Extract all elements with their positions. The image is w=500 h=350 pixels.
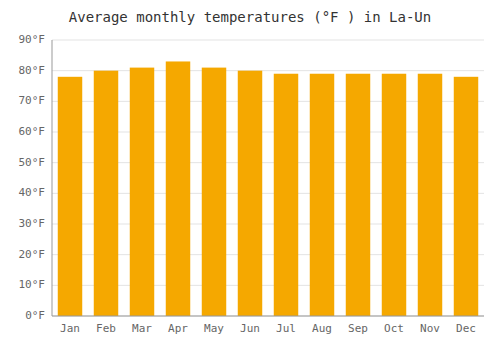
chart-svg: 0°F 10°F 20°F 30°F 40°F 50°F 60°F 70°F 80°F 90°F J…: [0, 0, 500, 350]
x-tick-label: Oct: [384, 322, 404, 335]
x-tick-label: Sep: [348, 322, 368, 335]
bar: [202, 68, 226, 316]
x-axis-line: [52, 316, 484, 317]
bar: [166, 61, 190, 316]
y-tick-label: 0°F: [25, 309, 45, 322]
y-tick-label: 80°F: [19, 64, 46, 77]
chart-container: 0°F 10°F 20°F 30°F 40°F 50°F 60°F 70°F 80°F 90°F J…: [0, 0, 500, 350]
x-tick-label: Apr: [168, 322, 188, 335]
bar: [130, 68, 154, 316]
bar: [418, 74, 442, 316]
y-axis-line: [52, 40, 53, 316]
y-tick-label: 70°F: [19, 94, 46, 107]
bar: [454, 77, 478, 316]
y-tick-label: 50°F: [19, 156, 46, 169]
x-tick-label: Jun: [240, 322, 260, 335]
y-tick-label: 90°F: [19, 33, 46, 46]
x-tick-label: Jul: [276, 322, 296, 335]
y-tick-label: 40°F: [19, 186, 46, 199]
x-tick-label: Jan: [60, 322, 80, 335]
bar: [238, 71, 262, 316]
bar: [346, 74, 370, 316]
grid-line: [52, 40, 484, 41]
x-tick-label: Mar: [132, 322, 152, 335]
bars: [58, 61, 478, 316]
x-tick-label: Aug: [312, 322, 332, 335]
bar: [310, 74, 334, 316]
bar: [94, 71, 118, 316]
chart-title: Average monthly temperatures (°F ) in La…: [69, 9, 431, 25]
x-tick-label: Dec: [456, 322, 476, 335]
x-tick-label: Feb: [96, 322, 116, 335]
y-tick-label: 30°F: [19, 217, 46, 230]
y-tick-label: 10°F: [19, 278, 46, 291]
bar: [274, 74, 298, 316]
y-grid: [52, 40, 484, 316]
x-tick-label: Nov: [420, 322, 440, 335]
bar: [382, 74, 406, 316]
y-tick-label: 60°F: [19, 125, 46, 138]
bar: [58, 77, 82, 316]
grid-line: [52, 316, 484, 317]
x-tick-label: May: [204, 322, 224, 335]
y-tick-label: 20°F: [19, 248, 46, 261]
